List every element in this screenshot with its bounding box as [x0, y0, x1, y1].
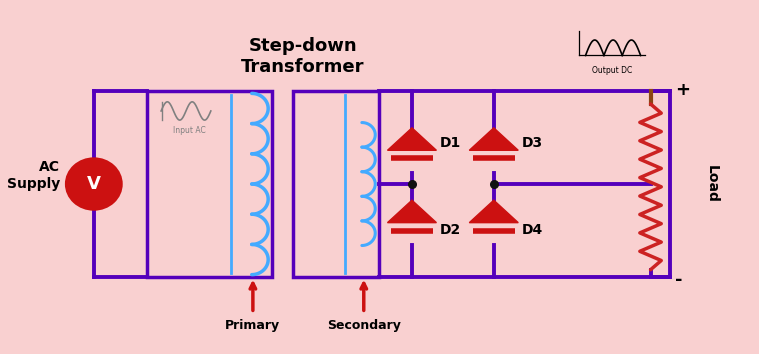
Text: Step-down
Transformer: Step-down Transformer	[241, 36, 364, 76]
Text: Input AC: Input AC	[173, 126, 206, 136]
Text: AC
Supply: AC Supply	[7, 160, 60, 191]
Text: -: -	[675, 271, 682, 289]
Polygon shape	[469, 200, 518, 223]
Text: Load: Load	[704, 165, 719, 203]
Text: Primary: Primary	[225, 319, 280, 332]
Text: Secondary: Secondary	[327, 319, 401, 332]
Polygon shape	[388, 200, 436, 223]
Text: D3: D3	[522, 136, 543, 150]
Text: D1: D1	[440, 136, 461, 150]
Text: D2: D2	[440, 223, 461, 237]
Text: V: V	[87, 175, 101, 193]
Text: +: +	[675, 81, 690, 99]
Polygon shape	[388, 128, 436, 150]
Polygon shape	[469, 128, 518, 150]
Text: D4: D4	[522, 223, 543, 237]
Text: Output DC: Output DC	[592, 66, 632, 75]
Circle shape	[66, 159, 121, 209]
